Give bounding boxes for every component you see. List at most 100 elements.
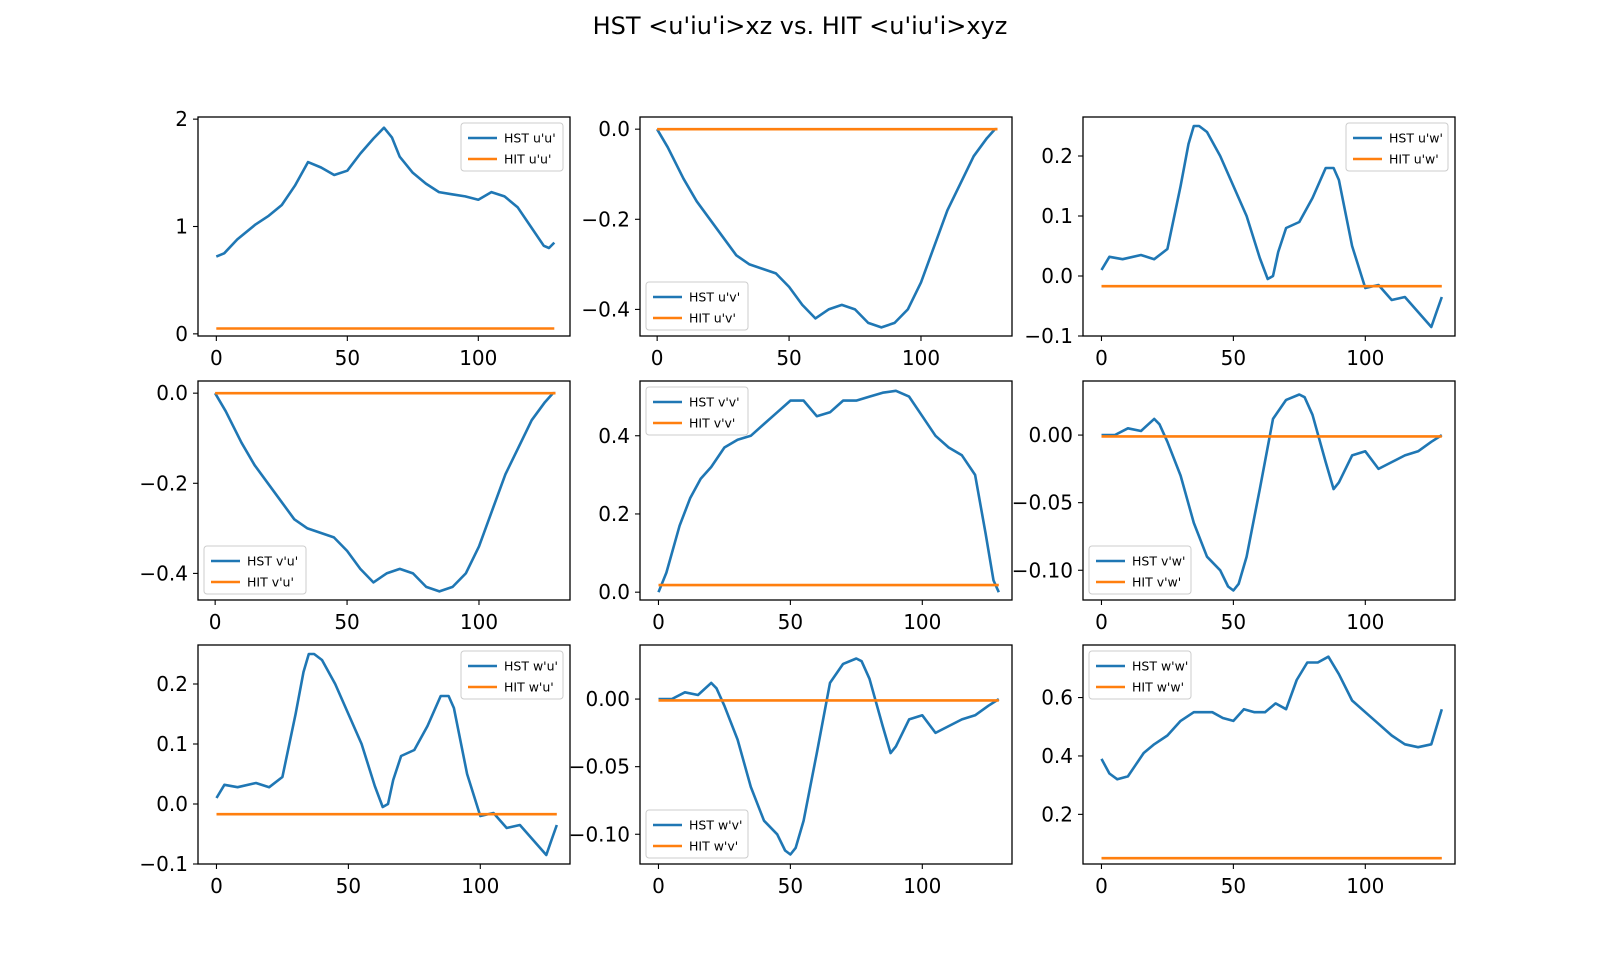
subplot-3: 0 50 100 −0.1 0.0 0.1 0.2 HST u'w' HIT u'w' [1024,116,1456,370]
x-tick-label: 0 [210,346,223,370]
y-tick-label: 0.2 [156,672,188,696]
x-tick-label: 0 [652,610,665,634]
x-tick-label: 100 [460,610,498,634]
subplot-8: 0 50 100 0.00 −0.05 −0.10 HST w'v' HIT w'v' [569,644,1013,898]
x-tick-label: 0 [1095,346,1108,370]
legend-label: HIT u'u' [504,152,551,167]
legend: HST u'u' HIT u'u' [460,122,564,172]
x-tick-label: 50 [335,346,360,370]
subplot-6: 0 50 100 0.00 −0.05 −0.10 HST v'w' HIT v'w' [1012,380,1456,634]
y-tick-label: 0.1 [1041,204,1073,228]
x-tick-label: 0 [209,610,222,634]
subplot-2: 0 50 100 0.0 −0.2 −0.4 HST u'v' HIT u'v' [581,116,1013,370]
subplot-9: 0 50 100 0.2 0.4 0.6 HST w'w' HIT w'w' [1041,644,1456,898]
x-tick-label: 0 [1095,874,1108,898]
x-tick-label: 100 [902,346,940,370]
subplot-7: 0 50 100 −0.1 0.0 0.1 0.2 HST w'u' HIT w'u' [139,644,571,898]
y-tick-label: 0.2 [1041,144,1073,168]
axes-frame [1082,380,1456,601]
legend-label: HIT v'w' [1132,575,1181,590]
y-tick-label: 0.0 [156,792,188,816]
legend-label: HST u'v' [689,290,740,305]
x-tick-label: 50 [1221,610,1246,634]
y-tick-label: 0.0 [598,580,630,604]
x-tick-label: 50 [336,874,361,898]
legend-label: HST v'u' [247,554,298,569]
y-tick-label: −0.1 [139,852,188,876]
legend-label: HST v'w' [1132,554,1185,569]
x-tick-label: 50 [1221,874,1246,898]
series-line-hst [1100,124,1444,329]
axes-frame [639,644,1013,865]
legend-label: HIT u'v' [689,311,736,326]
y-tick-label: 0.4 [598,424,630,448]
y-tick-label: 0.2 [598,502,630,526]
y-tick-label: −0.10 [569,822,630,846]
y-tick-label: 1 [175,215,188,239]
y-tick-label: 0.1 [156,732,188,756]
x-tick-label: 0 [652,874,665,898]
legend-label: HIT w'v' [689,839,738,854]
y-tick-label: −0.4 [139,561,188,585]
x-tick-label: 50 [1221,346,1246,370]
series-line-hst [215,126,556,258]
x-tick-label: 100 [1346,610,1384,634]
axes-frame [639,380,1013,601]
y-tick-label: 0.6 [1041,686,1073,710]
x-tick-label: 0 [651,346,664,370]
x-tick-label: 100 [459,346,497,370]
x-tick-label: 50 [778,610,803,634]
figure-title: HST <u'iu'i>xz vs. HIT <u'iu'i>xyz [592,12,1008,40]
x-tick-label: 50 [778,874,803,898]
axes-frame [639,116,1013,337]
legend-label: HST w'u' [504,659,558,674]
legend: HST w'v' HIT w'v' [645,809,749,859]
x-tick-label: 100 [903,874,941,898]
legend: HST w'w' HIT w'w' [1088,650,1192,700]
series-line-hst [1100,655,1444,781]
series-line-hst [657,389,1000,593]
series-line-hst [658,657,1000,856]
axes-frame [1082,116,1456,337]
x-tick-label: 0 [1095,610,1108,634]
series-line-hst [215,652,559,857]
legend: HST v'w' HIT v'w' [1088,545,1192,595]
x-tick-label: 100 [1346,874,1384,898]
y-tick-label: −0.05 [1012,491,1073,515]
legend-label: HIT v'u' [247,575,294,590]
x-tick-label: 100 [903,610,941,634]
legend-label: HIT v'v' [689,416,735,431]
y-tick-label: 0.0 [156,381,188,405]
y-tick-label: 0.2 [1041,802,1073,826]
axes-frame [1082,644,1456,865]
legend-label: HST u'u' [504,131,556,146]
series-line-hst [1101,393,1443,592]
x-tick-label: 100 [461,874,499,898]
y-tick-label: 0 [175,322,188,346]
y-tick-label: 0.00 [585,687,630,711]
legend-label: HIT w'w' [1132,680,1184,695]
legend: HST w'u' HIT w'u' [460,650,564,700]
y-tick-label: −0.10 [1012,558,1073,582]
legend-label: HST w'v' [689,818,742,833]
y-tick-label: 2 [175,107,188,131]
y-tick-label: −0.4 [581,297,630,321]
subplot-4: 0 50 100 0.0 −0.2 −0.4 HST v'u' HIT v'u' [139,380,571,634]
x-tick-label: 100 [1346,346,1384,370]
legend-label: HST v'v' [689,395,740,410]
legend: HST v'u' HIT v'u' [203,545,307,595]
legend: HST u'v' HIT u'v' [645,281,749,331]
legend-label: HST u'w' [1389,131,1443,146]
axes-frame [197,644,571,865]
y-tick-label: −0.1 [1024,324,1073,348]
y-tick-label: −0.2 [581,207,630,231]
series-line-hst [213,391,556,593]
y-tick-label: −0.2 [139,471,188,495]
y-tick-label: −0.05 [569,755,630,779]
y-tick-label: 0.4 [1041,744,1073,768]
y-tick-label: 0.0 [1041,264,1073,288]
y-tick-label: 0.00 [1028,423,1073,447]
x-tick-label: 50 [334,610,359,634]
subplot-5: 0 50 100 0.0 0.2 0.4 HST v'v' HIT v'v' [598,380,1013,634]
